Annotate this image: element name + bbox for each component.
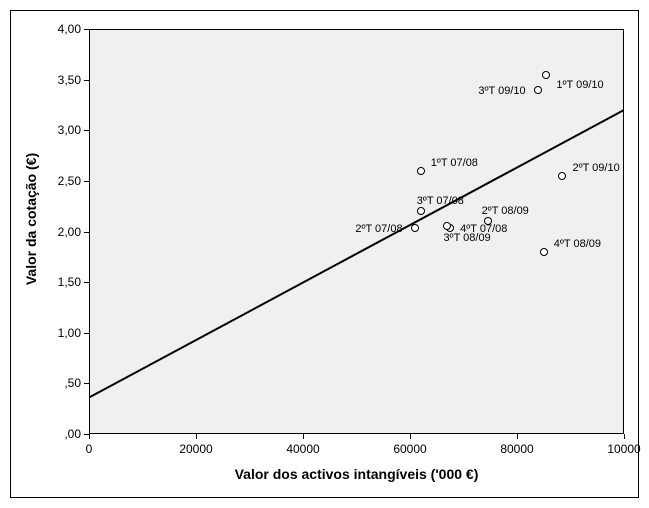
data-point (411, 224, 419, 232)
x-tick-label: 20000 (179, 442, 212, 456)
y-tick-mark (84, 434, 89, 435)
y-tick-label: 3,00 (49, 123, 81, 137)
x-tick-label: 60000 (393, 442, 426, 456)
y-tick-label: ,00 (49, 427, 81, 441)
x-tick-mark (196, 434, 197, 439)
x-tick-label: 40000 (286, 442, 319, 456)
y-tick-label: 1,50 (49, 275, 81, 289)
x-tick-mark (517, 434, 518, 439)
chart-frame: Valor da cotação (€) Valor dos activos i… (10, 10, 639, 498)
data-point-label: 2ºT 07/08 (355, 223, 402, 235)
x-axis-label: Valor dos activos intangíveis ('000 €) (89, 466, 624, 482)
data-point (534, 86, 542, 94)
x-tick-mark (624, 434, 625, 439)
x-tick-label: 80000 (500, 442, 533, 456)
data-point-label: 2ºT 09/10 (572, 162, 619, 174)
y-tick-label: 4,00 (49, 22, 81, 36)
data-point (558, 172, 566, 180)
data-point (540, 248, 548, 256)
x-tick-label: 0 (86, 442, 93, 456)
data-point (417, 167, 425, 175)
data-point (443, 222, 451, 230)
x-tick-label: 10000 (607, 442, 640, 456)
y-tick-label: 2,00 (49, 225, 81, 239)
data-point-label: 3ºT 07/08 (417, 195, 464, 207)
data-point (417, 207, 425, 215)
y-axis-label: Valor da cotação (€) (23, 119, 39, 319)
data-point (542, 71, 550, 79)
y-tick-label: 1,00 (49, 326, 81, 340)
data-point-label: 3ºT 08/09 (443, 232, 490, 244)
y-tick-label: 2,50 (49, 174, 81, 188)
x-tick-mark (303, 434, 304, 439)
x-tick-mark (89, 434, 90, 439)
data-point-label: 4ºT 08/09 (554, 238, 601, 250)
data-point-label: 1ºT 07/08 (431, 157, 478, 169)
data-point-label: 3ºT 09/10 (478, 85, 525, 97)
x-tick-mark (410, 434, 411, 439)
y-tick-label: 3,50 (49, 73, 81, 87)
data-point-label: 1ºT 09/10 (556, 79, 603, 91)
y-tick-label: ,50 (49, 376, 81, 390)
data-point-label: 2ºT 08/09 (482, 205, 529, 217)
